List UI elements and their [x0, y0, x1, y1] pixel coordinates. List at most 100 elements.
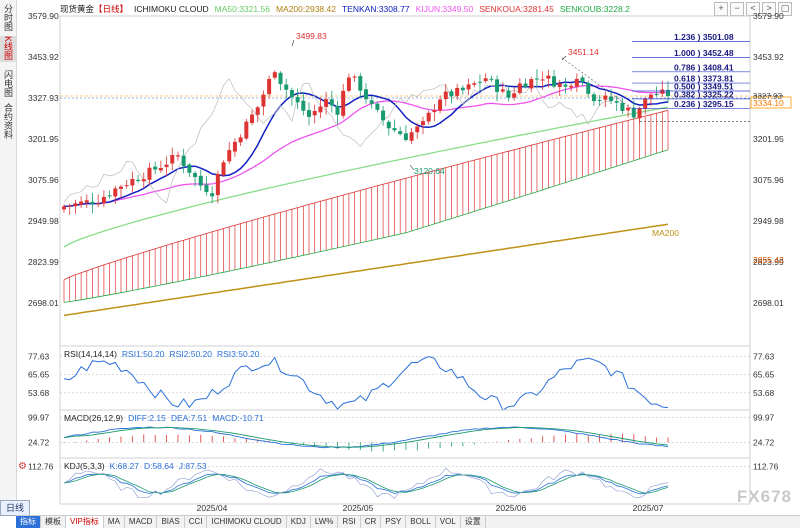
toolbar-psy[interactable]: PSY: [381, 516, 407, 528]
candle-body: [369, 100, 374, 104]
kijun-line: [63, 84, 669, 208]
candle-body: [603, 95, 608, 100]
toolbar-vip[interactable]: VIP指标: [66, 516, 104, 528]
watermark: FX678: [736, 487, 792, 506]
zoom-out-button[interactable]: −: [730, 2, 744, 16]
toolbar-macd[interactable]: MACD: [125, 516, 158, 528]
candle-body: [648, 94, 653, 99]
price-tick-label: 3201.95: [753, 134, 784, 144]
candle-body: [455, 87, 460, 96]
candle-body: [563, 84, 568, 87]
fib-label: 0.786 ) 3408.41: [674, 62, 734, 72]
kdj-legend: KDJ(5,3,3) K:68.27 D:58.64 J:87.53: [64, 461, 212, 471]
panel-tick-label: 24.72: [753, 437, 775, 447]
candle-body: [124, 185, 129, 187]
legend-tenkan: TENKAN:3308.77: [341, 4, 410, 14]
toolbar-bias[interactable]: BIAS: [157, 516, 185, 528]
fib-label: 1.236 ) 3501.08: [674, 32, 734, 42]
toolbar-boll[interactable]: BOLL: [406, 516, 436, 528]
annotation-low-1: 3120.64: [414, 166, 445, 176]
fib-label: 0.236 ) 3295.15: [674, 99, 734, 109]
fullscreen-button[interactable]: ▢: [778, 2, 792, 16]
rsi-line: [63, 355, 669, 411]
macd-legend: MACD(26,12,9) DIFF:2.15 DEA:7.51 MACD:-10.7…: [64, 413, 269, 423]
toolbar-settings[interactable]: 设置: [461, 516, 486, 528]
fibonacci-levels: 1.236 ) 3501.08 1.000 ) 3452.48 0.786 ) 34…: [561, 32, 750, 109]
candle-body: [210, 193, 215, 197]
left-sidebar: 分时图 K线图 闪电图 合约资料 日线: [0, 0, 30, 516]
scroll-left-button[interactable]: <: [746, 2, 760, 16]
macd-diff: DIFF:2.15: [128, 413, 166, 423]
price-tick-label: 3453.92: [28, 52, 59, 62]
candle-body: [329, 99, 334, 106]
candles: [62, 69, 670, 215]
candle-body: [654, 93, 659, 95]
sidebar-item-kline[interactable]: K线图: [0, 36, 16, 62]
current-price-box: [750, 96, 792, 109]
toolbar-ichimoku[interactable]: ICHIMOKU CLOUD: [207, 516, 287, 528]
sidebar-item-lightning[interactable]: 闪电图: [0, 70, 16, 100]
candle-body: [164, 164, 169, 168]
legend-timeframe: 【日线】: [94, 4, 129, 14]
annotation-high-2: 3451.14: [568, 47, 599, 57]
kdj-panel-frame: [59, 457, 751, 505]
panel-tick-label: 99.97: [28, 412, 50, 422]
scroll-right-button[interactable]: >: [762, 2, 776, 16]
candle-body: [392, 128, 397, 131]
toolbar-cci[interactable]: CCI: [185, 516, 208, 528]
candle-body: [472, 83, 477, 85]
chart-svg[interactable]: 1.236 ) 3501.08 1.000 ) 3452.48 0.786 ) 34…: [0, 0, 800, 515]
price-tick-label: 3075.96: [753, 175, 784, 185]
ref-price-label: 3327.93: [753, 92, 782, 101]
timeframe-button[interactable]: 日线: [0, 500, 30, 516]
candle-body: [364, 89, 368, 100]
macd-panel: 99.97 99.97 24.72 24.72: [28, 412, 775, 452]
candle-body: [517, 83, 522, 93]
price-tick-label: 3201.95: [28, 134, 59, 144]
candle-body: [73, 203, 78, 207]
candle-body: [193, 173, 198, 178]
kdj-panel: 112.76 112.76: [28, 462, 779, 499]
senkou-a-line: [63, 109, 669, 280]
sidebar-item-timeshare[interactable]: 分时图: [0, 4, 16, 46]
toolbar-template[interactable]: 模板: [41, 516, 66, 528]
macd-dea-line: [63, 427, 669, 448]
candle-body: [375, 103, 380, 110]
candle-body: [284, 84, 289, 90]
toolbar-cr[interactable]: CR: [361, 516, 382, 528]
candle-body: [181, 155, 186, 167]
price-tick-label: 2823.99: [28, 257, 59, 267]
price-tick-label: 2949.98: [753, 216, 784, 226]
candle-body: [232, 141, 237, 152]
candle-body: [318, 106, 323, 113]
candle-body: [250, 114, 255, 123]
toolbar-rsi[interactable]: RSI: [338, 516, 361, 528]
candle-body: [415, 126, 420, 133]
rsi-legend: RSI(14,14,14) RSI1:50.20 RSI2:50.20 RSI3:50…: [64, 349, 265, 359]
candle-body: [261, 94, 266, 107]
candle-body: [107, 195, 112, 197]
sidebar-item-label: 合约资料: [3, 103, 13, 139]
toolbar-ma[interactable]: MA: [104, 516, 125, 528]
candle-body: [614, 101, 619, 103]
candle-body: [386, 121, 391, 129]
candle-body: [438, 99, 443, 111]
sidebar-item-label: K线图: [3, 36, 13, 61]
candle-body: [586, 83, 591, 94]
candle-body: [84, 200, 89, 203]
candle-body: [96, 203, 101, 205]
toolbar-vol[interactable]: VOL: [436, 516, 461, 528]
candle-body: [141, 179, 146, 182]
kdj-k: K:68.27: [109, 461, 139, 471]
x-tick-label: 2025/04: [197, 503, 228, 513]
toolbar-kdj[interactable]: KDJ: [287, 516, 311, 528]
candle-body: [443, 91, 448, 100]
x-tick-label: 2025/06: [496, 503, 527, 513]
candle-body: [101, 196, 106, 204]
legend-ma200: MA200:2938.42: [275, 4, 336, 14]
sidebar-item-contract[interactable]: 合约资料: [0, 103, 16, 147]
fib-label: 0.618 ) 3373.81: [674, 74, 734, 84]
toolbar-indicators[interactable]: 指标: [16, 516, 41, 528]
toolbar-lw[interactable]: LW%: [311, 516, 339, 528]
settings-gear-icon[interactable]: ⚙: [18, 461, 27, 472]
